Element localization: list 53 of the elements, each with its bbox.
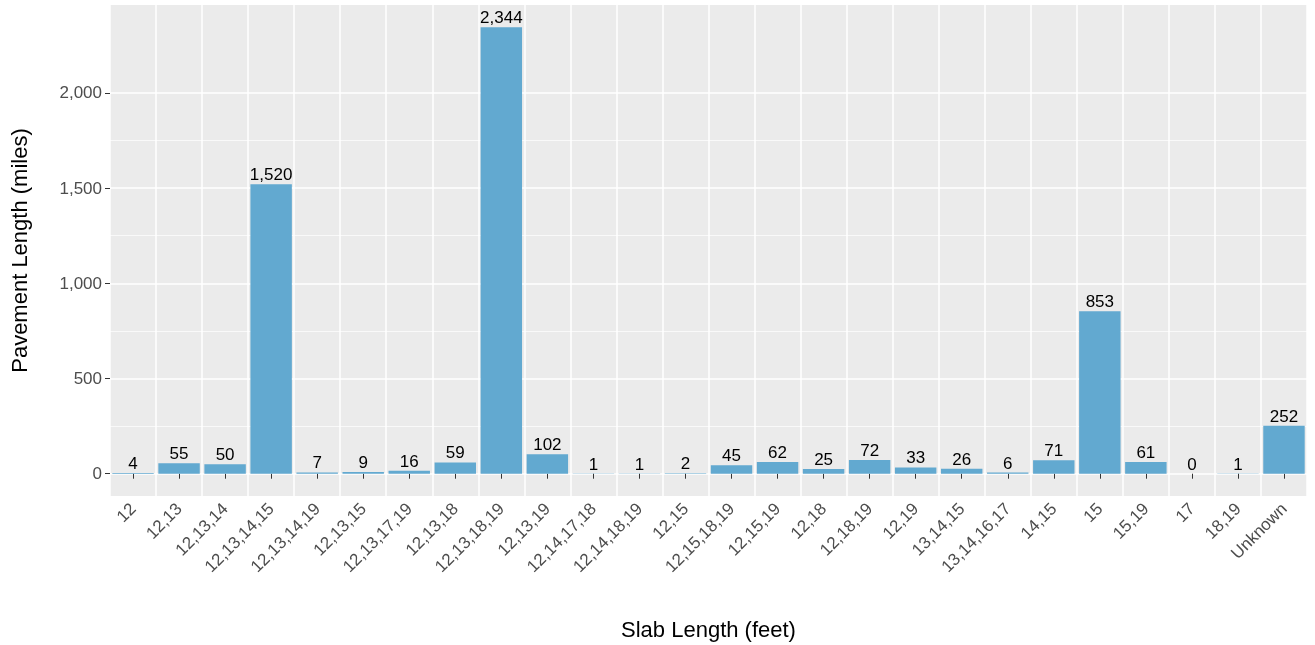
data-label: 55: [169, 444, 189, 464]
data-label: 252: [1269, 406, 1299, 426]
data-label: 0: [1187, 454, 1197, 474]
data-label: 853: [1085, 292, 1115, 312]
bar: [434, 462, 477, 474]
y-tick-label: 1,500: [59, 178, 102, 198]
data-label: 1: [634, 454, 645, 474]
data-label: 45: [722, 446, 741, 466]
y-axis-title: Pavement Length (miles): [6, 128, 32, 373]
bar: [1079, 311, 1121, 474]
data-label: 102: [533, 435, 562, 455]
data-label: 2,344: [480, 8, 523, 28]
bar: [526, 454, 569, 474]
y-tick-label: 1,000: [59, 273, 102, 293]
data-label: 1,520: [249, 165, 293, 185]
bar: [848, 460, 891, 474]
data-label: 2: [680, 454, 691, 474]
x-axis-title: Slab Length (feet): [621, 616, 796, 642]
bar: [756, 461, 799, 474]
data-label: 9: [358, 453, 368, 472]
data-label: 25: [814, 449, 834, 469]
bar: [1263, 425, 1305, 474]
data-label: 72: [860, 441, 880, 460]
bar: [480, 27, 523, 474]
data-label: 7: [312, 453, 322, 473]
bar: [388, 470, 430, 474]
bar: [1125, 462, 1167, 474]
data-label: 26: [952, 449, 972, 469]
x-tick-label: 12: [112, 499, 140, 527]
data-label: 33: [906, 448, 926, 468]
y-tick-label: 2,000: [59, 83, 102, 103]
data-label: 1: [588, 454, 599, 474]
data-label: 6: [1003, 453, 1013, 473]
data-label: 50: [215, 445, 235, 465]
x-tick-label: 15: [1079, 499, 1107, 527]
data-label: 71: [1044, 441, 1064, 461]
bar: [894, 467, 937, 474]
data-label: 4: [128, 453, 138, 473]
data-label: 16: [399, 451, 419, 471]
data-label: 59: [445, 443, 465, 463]
x-tick-label: 17: [1171, 499, 1199, 527]
bar: [158, 463, 200, 474]
bar: [802, 468, 845, 474]
y-tick-label: 500: [73, 368, 102, 388]
y-tick-label: 0: [92, 464, 102, 484]
bar: [204, 464, 246, 474]
data-label: 61: [1136, 443, 1156, 463]
data-label: 1: [1233, 454, 1243, 474]
bar: [250, 184, 292, 474]
data-label: 62: [768, 442, 788, 462]
bar: [940, 468, 983, 474]
bar: [1033, 460, 1075, 474]
bar: [710, 465, 753, 474]
